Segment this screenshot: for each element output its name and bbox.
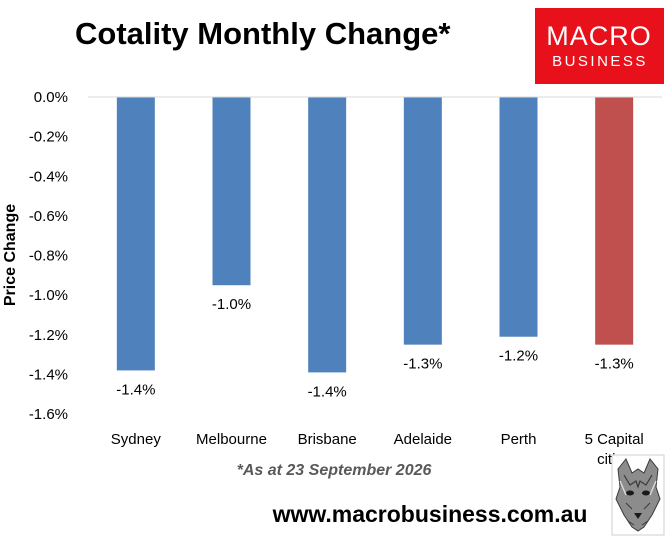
y-tick-label: 0.0% xyxy=(34,89,68,106)
category-label: Sydney xyxy=(111,431,162,448)
logo-background xyxy=(535,8,664,84)
data-label: -1.0% xyxy=(212,296,251,313)
data-label: -1.3% xyxy=(595,356,634,373)
data-label: -1.4% xyxy=(116,381,155,398)
y-tick-label: -0.2% xyxy=(29,129,68,146)
bar-perth xyxy=(499,97,538,337)
logo-line1: MACRO xyxy=(546,21,652,51)
category-label: 5 Capital xyxy=(585,431,644,448)
bar-sydney xyxy=(116,97,155,371)
category-label: Perth xyxy=(501,431,537,448)
website-url: www.macrobusiness.com.au xyxy=(272,501,588,527)
y-tick-label: -1.6% xyxy=(29,406,68,423)
data-label: -1.4% xyxy=(308,383,347,400)
bar-melbourne xyxy=(212,97,251,286)
y-tick-label: -0.4% xyxy=(29,168,68,185)
bar-series xyxy=(116,97,634,373)
logo-line2: BUSINESS xyxy=(552,53,648,70)
y-tick-label: -1.2% xyxy=(29,327,68,344)
category-label: Melbourne xyxy=(196,431,267,448)
y-tick-label: -1.4% xyxy=(29,366,68,383)
wolf-head-icon xyxy=(611,454,665,536)
chart-title: Cotality Monthly Change* xyxy=(75,16,451,51)
footnote: *As at 23 September 2026 xyxy=(237,462,432,479)
data-label: -1.2% xyxy=(499,348,538,365)
data-label: -1.3% xyxy=(403,356,442,373)
y-tick-label: -1.0% xyxy=(29,287,68,304)
category-label: Adelaide xyxy=(394,431,452,448)
bar-brisbane xyxy=(308,97,347,373)
y-axis-label: Price Change xyxy=(2,204,19,306)
category-label: Brisbane xyxy=(298,431,357,448)
bar-5-capital-cities xyxy=(595,97,634,345)
y-axis-ticks: 0.0% -0.2% -0.4% -0.6% -0.8% -1.0% -1.2% -1.4% -… xyxy=(29,89,68,423)
macrobusiness-logo: MACRO BUSINESS xyxy=(535,8,664,84)
y-tick-label: -0.8% xyxy=(29,248,68,265)
data-labels: -1.4% -1.0% -1.4% -1.3% -1.2% -1.3% xyxy=(116,296,634,400)
bar-adelaide xyxy=(403,97,442,345)
y-tick-label: -0.6% xyxy=(29,208,68,225)
